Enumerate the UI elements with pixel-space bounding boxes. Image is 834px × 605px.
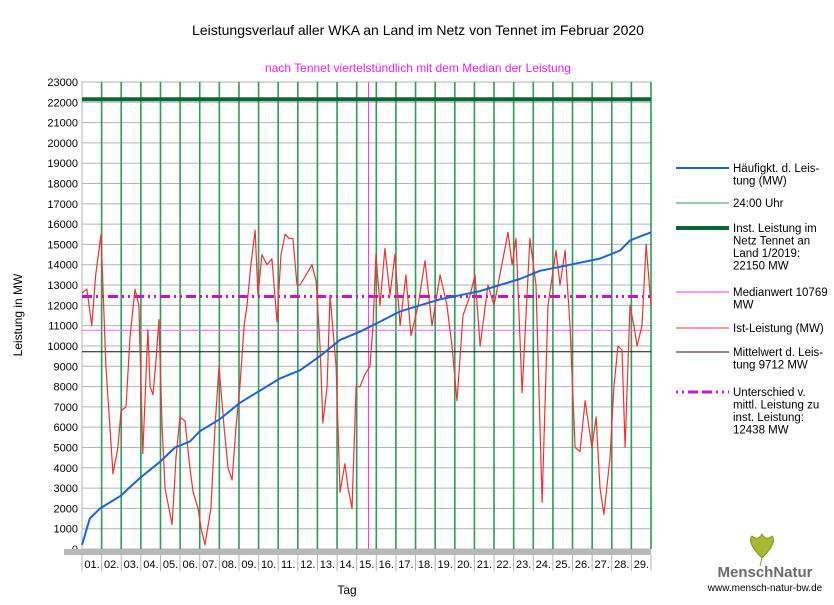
x-tick-label: 28.	[614, 559, 629, 571]
plot-frame	[82, 82, 651, 549]
y-tick-label: 14000	[47, 260, 78, 272]
y-tick-label: 8000	[54, 382, 78, 394]
x-tick-label: 16.	[379, 559, 394, 571]
legend-label: inst. Leistung:	[733, 412, 804, 424]
y-tick-label: 13000	[47, 280, 78, 292]
ist-leistung-line	[82, 230, 651, 545]
y-tick-label: 5000	[54, 442, 78, 454]
x-tick-label: 20.	[457, 559, 472, 571]
y-tick-label: 23000	[47, 77, 78, 89]
y-tick-label: 22000	[47, 97, 78, 109]
x-tick-label: 17.	[398, 559, 413, 571]
legend-label: Netz Tennet an	[733, 236, 810, 248]
logo-name: MenschNatur	[717, 564, 812, 581]
x-tick-label: 19.	[438, 559, 453, 571]
x-tick-label: 24.	[536, 559, 551, 571]
x-tick-label: 29.	[634, 559, 649, 571]
legend-label: Häufigkt. d. Leis-	[733, 163, 819, 175]
legend-label: Ist-Leistung (MW)	[733, 323, 824, 335]
y-axis-label: Leistung in MW	[11, 273, 25, 356]
y-tick-label: 17000	[47, 199, 78, 211]
x-tick-label: 09.	[241, 559, 256, 571]
x-tick-label: 02.	[104, 559, 119, 571]
x-tick-label: 14.	[339, 559, 354, 571]
x-tick-label: 01.	[84, 559, 99, 571]
chart-title: Leistungsverlauf aller WKA an Land im Ne…	[192, 22, 644, 38]
x-axis-band	[64, 549, 651, 555]
x-tick-label: 27.	[594, 559, 609, 571]
x-tick-label: 26.	[575, 559, 590, 571]
legend-label: tung (MW)	[733, 176, 787, 188]
x-tick-label: 18.	[418, 559, 433, 571]
y-tick-label: 18000	[47, 179, 78, 191]
logo: MenschNatur www.mensch-natur-bw.de	[707, 534, 823, 594]
y-tick-label: 11000	[48, 321, 78, 333]
x-tick-label: 12.	[300, 559, 315, 571]
y-tick-label: 4000	[54, 463, 78, 475]
x-tick-label: 07.	[202, 559, 217, 571]
y-tick-label: 15000	[47, 239, 78, 251]
y-tick-label: 21000	[47, 118, 78, 130]
x-tick-label: 05.	[163, 559, 178, 571]
x-tick-label: 15.	[359, 559, 374, 571]
legend-label: MW	[733, 300, 754, 312]
y-tick-label: 12000	[47, 300, 78, 312]
y-tick-label: 20000	[47, 138, 78, 150]
x-axis-label: Tag	[337, 583, 356, 597]
legend-label: Unterschied v.	[733, 387, 806, 399]
x-tick-label: 06.	[182, 559, 197, 571]
legend-label: 12438 MW	[733, 425, 789, 437]
x-tick-label: 25.	[555, 559, 570, 571]
x-tick-label: 10.	[261, 559, 276, 571]
legend-label: tung 9712 MW	[733, 360, 808, 372]
legend-label: 24:00 Uhr	[733, 198, 784, 210]
y-tick-label: 1000	[54, 524, 78, 536]
y-tick-label: 16000	[47, 219, 78, 231]
legend-label: mittl. Leistung zu	[733, 400, 819, 412]
y-tick-label: 6000	[54, 422, 78, 434]
legend-label: Land 1/2019:	[733, 248, 800, 260]
y-tick-label: 3000	[54, 483, 78, 495]
legend-label: 22150 MW	[733, 261, 789, 273]
x-tick-label: 08.	[222, 559, 237, 571]
ginkgo-leaf-icon	[750, 534, 773, 566]
y-tick-label: 19000	[47, 158, 78, 170]
logo-url: www.mensch-natur-bw.de	[707, 583, 823, 594]
legend-label: Inst. Leistung im	[733, 223, 817, 235]
x-tick-label: 22.	[496, 559, 511, 571]
x-tick-label: 23.	[516, 559, 531, 571]
legend: Häufigkt. d. Leis-tung (MW) 24:00 Uhr Inst…	[676, 163, 828, 437]
plot-marks	[82, 82, 651, 549]
legend-label: Medianwert 10769	[733, 287, 828, 299]
chart-subtitle: nach Tennet viertelstündlich mit dem Med…	[265, 61, 571, 75]
x-tick-label: 03.	[124, 559, 139, 571]
y-tick-label: 10000	[47, 341, 78, 353]
y-tick-label: 9000	[54, 361, 78, 373]
x-tick-label: 04.	[143, 559, 158, 571]
x-tick-label: 21.	[477, 559, 492, 571]
y-tick-label: 2000	[54, 503, 78, 515]
x-tick-label: 11.	[281, 559, 295, 571]
x-tick-label: 13.	[320, 559, 335, 571]
y-tick-label: 7000	[54, 402, 78, 414]
legend-label: Mittelwert d. Leis-	[733, 347, 823, 359]
